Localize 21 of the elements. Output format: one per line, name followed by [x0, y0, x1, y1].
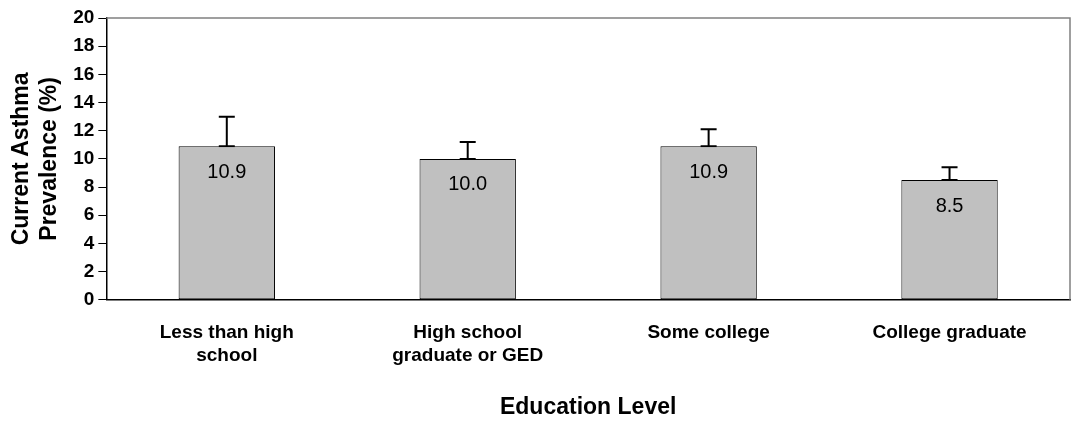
y-tick-label: 18 — [73, 34, 95, 56]
x-tick-label: Less than high school — [159, 321, 294, 366]
y-tick-label: 14 — [73, 90, 95, 112]
y-tick-label: 10 — [73, 147, 95, 169]
y-tick-label: 0 — [83, 288, 95, 310]
y-tick-label: 16 — [73, 62, 95, 84]
x-tick-label: High school graduate or GED — [392, 321, 544, 366]
y-tick-label: 20 — [73, 6, 95, 28]
y-tick-label: 2 — [83, 259, 95, 281]
y-tick-label: 4 — [83, 231, 95, 253]
y-tick-label: 6 — [83, 203, 95, 225]
data-label: 8.5 — [935, 193, 964, 216]
y-tick-label: 12 — [73, 118, 95, 140]
data-label: 10.0 — [448, 172, 488, 195]
y-tick-label: 8 — [83, 175, 95, 197]
x-tick-label: College graduate — [872, 321, 1027, 343]
x-axis-title: Education Level — [499, 392, 677, 419]
data-label: 10.9 — [689, 159, 729, 182]
y-axis-title: Current Asthma Prevalence (%) — [7, 72, 61, 246]
data-label: 10.9 — [207, 159, 247, 182]
x-tick-label: Some college — [647, 321, 770, 343]
